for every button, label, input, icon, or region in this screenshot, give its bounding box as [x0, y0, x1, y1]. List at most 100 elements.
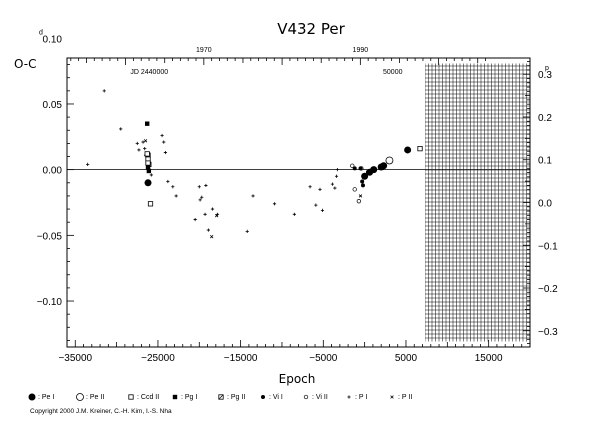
data-point-p-i — [149, 173, 153, 177]
legend-label: : P II — [398, 394, 412, 401]
y2-tick-label: −0.1 — [538, 241, 558, 252]
legend-marker — [347, 395, 351, 399]
legend-label: : Pe I — [38, 394, 54, 401]
data-point-vi-i — [360, 183, 365, 188]
data-point-p-i — [320, 208, 325, 212]
data-point-p-i — [193, 217, 197, 222]
legend-item: : Pe II — [76, 393, 104, 401]
legend-item: : Vi I — [261, 394, 283, 401]
y2-tick-label: 0.1 — [538, 156, 552, 167]
jd-label: JD 2440000 — [130, 69, 168, 76]
future-hatch — [424, 63, 530, 342]
data-point-p-i — [210, 207, 215, 211]
marker-hatch — [218, 394, 224, 400]
data-point-p-i — [204, 183, 208, 188]
data-point-pe-ii — [385, 156, 394, 165]
x-tick-label: −15000 — [224, 353, 258, 364]
data-point-p-i — [119, 127, 123, 131]
x-tick-label: 5000 — [395, 353, 418, 364]
data-point-p-ii — [143, 139, 148, 143]
data-point-p-i — [166, 179, 170, 184]
legend-label: : Vi I — [269, 394, 283, 401]
data-point-p-i — [314, 203, 318, 207]
data-point-p-i — [203, 212, 207, 216]
data-point-vi-ii — [352, 187, 357, 192]
legend-item: : Pg II — [218, 394, 245, 401]
legend-label: : Pg II — [227, 394, 245, 401]
copyright-text: Copyright 2000 J.M. Kreiner, C.-H. Kim, … — [30, 408, 172, 415]
data-point-vi-i — [360, 179, 365, 184]
data-point-p-i — [245, 229, 249, 233]
legend: : Pe I : Pe II : Ccd II : Pg I : Pg II : Vi I… — [28, 393, 412, 401]
data-point-p-i — [174, 194, 178, 198]
legend-label: : Pg I — [181, 394, 197, 401]
data-point-p-i — [318, 187, 322, 191]
data-point-vi-ii — [350, 163, 355, 168]
legend-marker — [303, 394, 309, 400]
legend-item: : P II — [390, 394, 412, 401]
y2-unit-label: p — [545, 65, 549, 72]
legend-item: : P I — [347, 394, 367, 401]
data-point-p-i — [292, 212, 296, 216]
data-point-pg-i — [145, 164, 151, 170]
data-point-ccd-ii — [147, 201, 154, 207]
data-point-p-i — [160, 133, 164, 138]
y-unit-label: d — [39, 29, 43, 36]
data-point-p-i — [197, 185, 201, 189]
data-point-p-i — [334, 174, 339, 178]
data-point-pe-i — [370, 166, 378, 174]
y2-tick-label: 0.0 — [538, 199, 552, 210]
year-tick-label: 1970 — [196, 47, 212, 54]
data-point-p-i — [86, 162, 90, 167]
x-tick-label: −35000 — [58, 353, 92, 364]
year-tick-label: 1990 — [353, 47, 369, 54]
data-point-p-i — [171, 185, 175, 189]
legend-marker — [128, 394, 134, 400]
y2-tick-label: 0.2 — [538, 113, 552, 124]
data-point-pg-i — [146, 168, 152, 174]
y-axis-label: O-C — [14, 57, 37, 71]
legend-marker — [390, 395, 394, 399]
data-point-vi-i — [352, 166, 357, 171]
plot-frame — [66, 57, 531, 348]
data-point-p-ii — [358, 194, 363, 198]
y-tick-label: 0.00 — [43, 166, 63, 177]
x-axis-label: Epoch — [279, 372, 316, 386]
data-point-p-ii — [214, 213, 219, 218]
legend-label: : Vi II — [312, 394, 328, 401]
data-point-p-i — [143, 147, 147, 151]
data-point-p-ii — [210, 234, 214, 239]
data-point-ccd-ii — [417, 146, 423, 152]
legend-marker — [172, 394, 178, 400]
data-point-p-i — [200, 195, 204, 199]
chart-title: V432 Per — [277, 20, 345, 38]
legend-marker — [218, 394, 224, 400]
data-point-pe-i — [361, 172, 369, 180]
data-point-ccd-ii — [145, 160, 151, 166]
x-tick-label: −25000 — [141, 353, 175, 364]
data-point-p-i — [162, 140, 166, 144]
data-point-p-i — [335, 168, 339, 172]
data-point-pe-i — [404, 146, 412, 154]
data-point-vi-ii — [356, 199, 362, 204]
y2-tick-label: −0.2 — [538, 284, 558, 295]
data-point-p-i — [333, 186, 337, 190]
legend-marker — [261, 395, 265, 399]
data-point-p-i — [206, 228, 210, 232]
y2-tick-label: −0.3 — [538, 327, 558, 338]
legend-label: : Ccd II — [137, 394, 159, 401]
data-point-p-i — [330, 182, 334, 186]
data-point-vi-i — [358, 166, 363, 171]
y-tick-label: −0.10 — [37, 297, 63, 308]
data-point-pe-i — [380, 162, 388, 170]
legend-label: : Pe II — [86, 394, 104, 401]
data-point-p-i — [251, 194, 255, 198]
data-point-ccd-ii — [144, 151, 150, 157]
data-point-p-i — [308, 185, 312, 189]
legend-item: : Ccd II — [128, 394, 159, 401]
jd-label: 50000 — [383, 69, 403, 76]
legend-label: : P I — [355, 394, 367, 401]
x-tick-label: −5000 — [309, 353, 338, 364]
legend-item: : Vi II — [303, 394, 328, 401]
